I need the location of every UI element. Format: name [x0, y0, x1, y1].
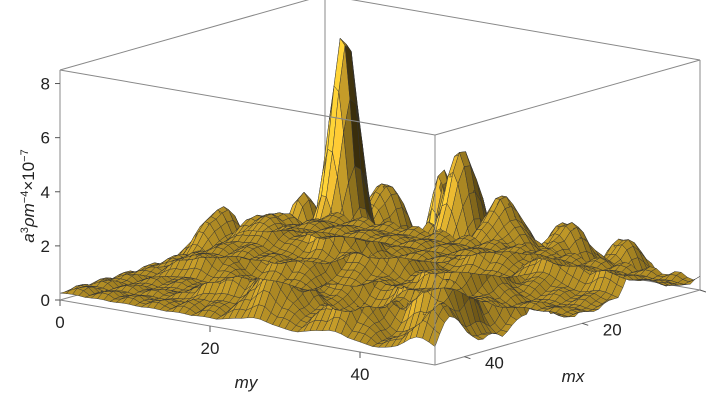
bounding-box-front — [59, 69, 436, 366]
y-tick-label: 40 — [485, 354, 504, 373]
box-edge — [59, 69, 436, 136]
x-axis-label: my — [235, 373, 259, 392]
box-edge — [59, 299, 436, 366]
x-tick-label: 20 — [201, 339, 220, 358]
box-edge — [350, 0, 701, 61]
z-tick-label: 6 — [41, 129, 50, 148]
y-tick-mark — [582, 322, 589, 326]
surface-cell — [688, 276, 701, 283]
z-tick-label: 0 — [41, 291, 50, 310]
box-edge — [434, 59, 701, 136]
y-axis-label: mx — [562, 367, 585, 386]
z-tick-label: 8 — [41, 75, 50, 94]
y-tick-mark — [464, 356, 471, 360]
z-tick-label: 4 — [41, 183, 50, 202]
x-tick-label: 0 — [55, 313, 64, 332]
z-axis-label: a3ρm−4×10−7 — [19, 149, 38, 242]
x-tick-label: 40 — [351, 365, 370, 384]
y-tick-mark — [699, 289, 706, 293]
surface-mesh — [59, 37, 701, 348]
axis-ticks: 024680204002040 — [41, 75, 706, 384]
z-tick-label: 2 — [41, 237, 50, 256]
y-tick-label: 20 — [603, 320, 622, 339]
box-edge — [434, 289, 701, 366]
box-edge — [59, 0, 310, 71]
